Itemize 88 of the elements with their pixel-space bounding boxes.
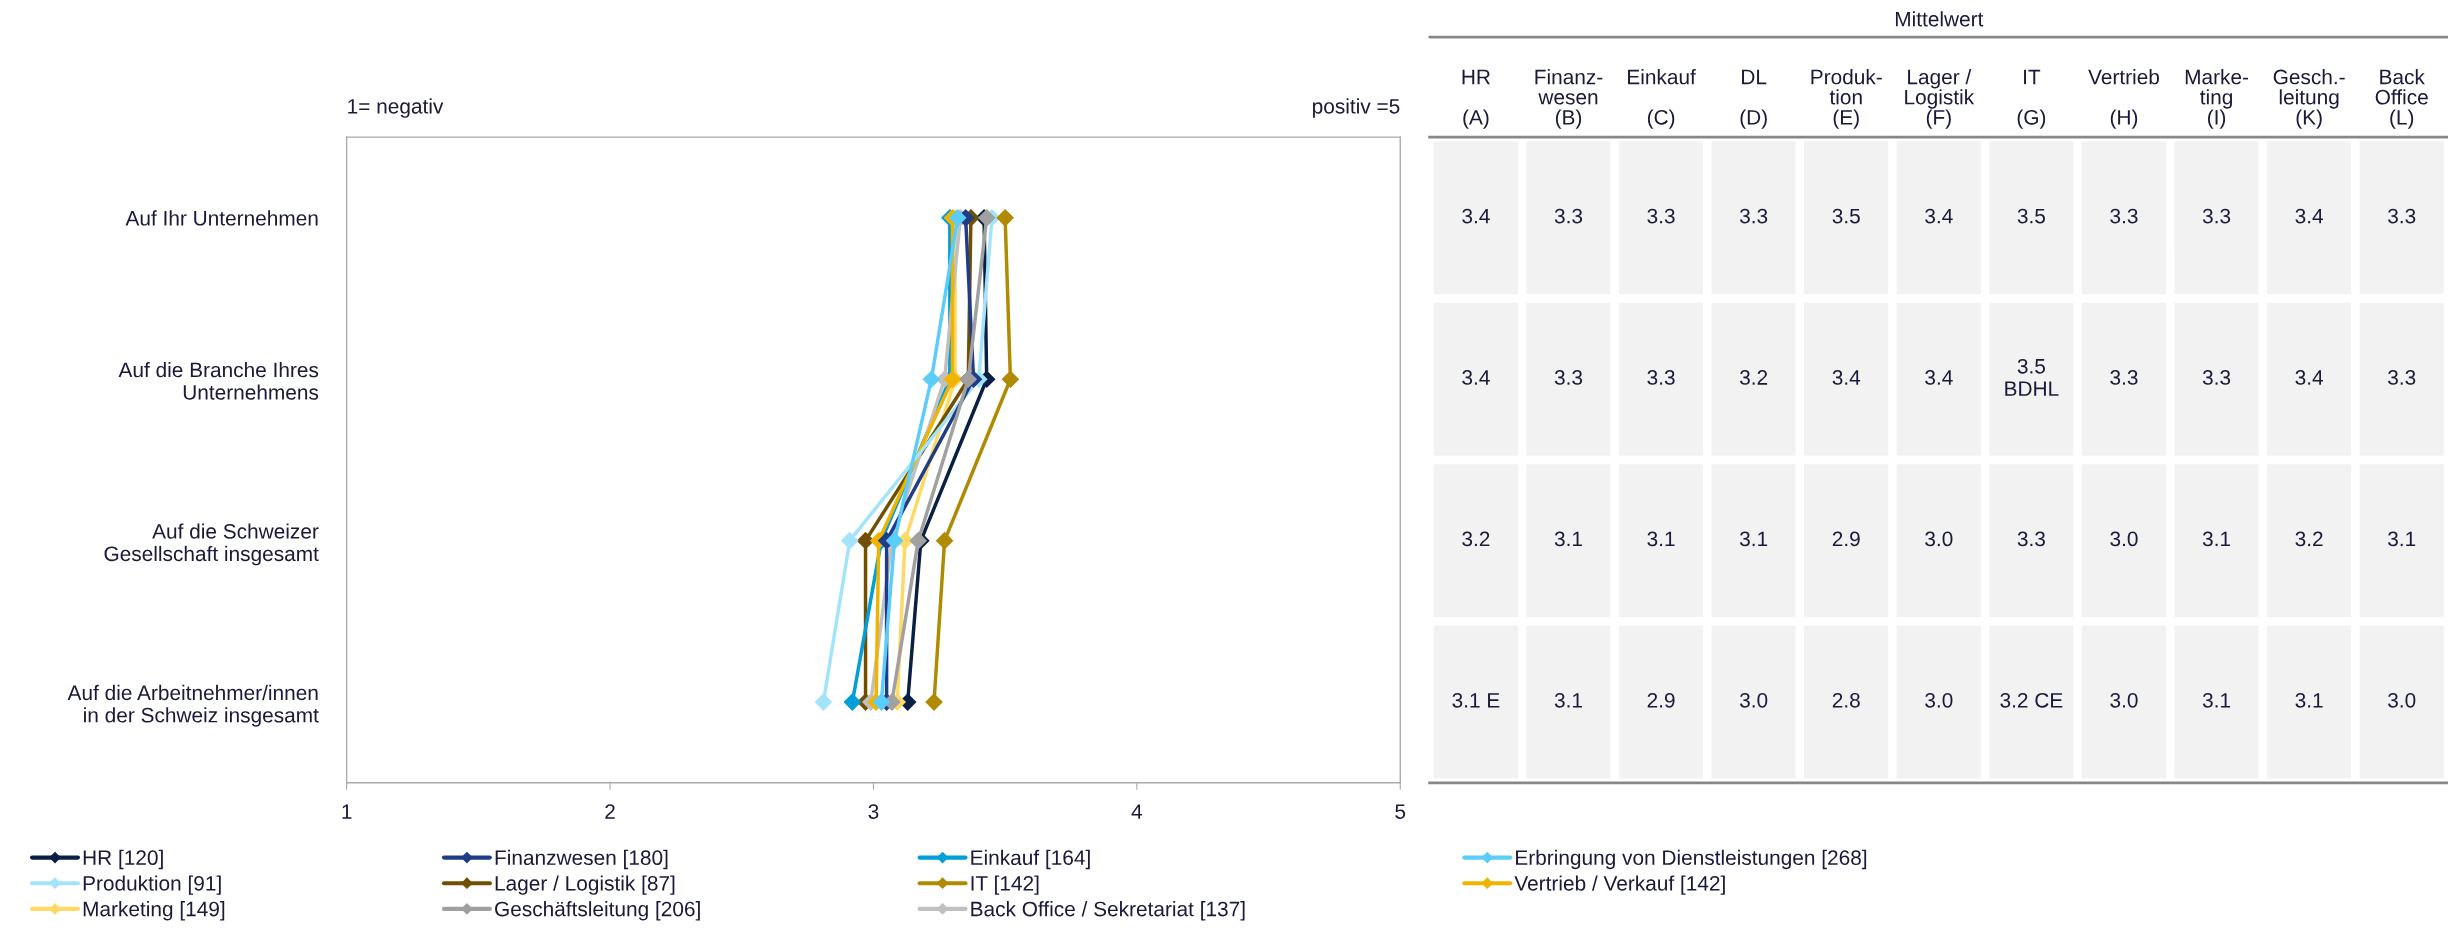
legend-label: Lager / Logistik [87] <box>495 875 675 895</box>
y-tick-label: Auf die Arbeitnehmer/innen in der Schweiz insgesamt <box>67 684 319 727</box>
data-label: 2.9 <box>1647 692 1675 708</box>
point <box>814 693 832 711</box>
x-tick-label: 2 <box>605 804 615 819</box>
data-label: 3.4 <box>2295 208 2323 224</box>
data-label: 3.1 <box>1647 531 1675 547</box>
x-tick-label: 1 <box>342 804 352 819</box>
data-label: 3.1 <box>2202 692 2231 708</box>
x-tick-label: Back Office (L) <box>2375 69 2428 129</box>
legend-label: Einkauf [164] <box>971 849 1090 870</box>
data-label: 3.1 <box>2202 531 2231 547</box>
data-label: 3.0 <box>2110 531 2138 547</box>
data-label: 3.2 <box>2295 531 2323 547</box>
data-label: 3.3 <box>1647 208 1675 224</box>
data-label: 3.3 <box>2202 370 2231 385</box>
point <box>922 370 940 388</box>
y-tick-label: Auf die Branche Ihres Unternehmens <box>118 362 319 400</box>
data-label: 3.4 <box>1832 370 1861 385</box>
category-label: Vertrieb (H) <box>2088 69 2159 129</box>
data-label: 3.5 <box>2017 208 2045 224</box>
legend-label: HR [120] <box>83 849 163 870</box>
chart-title: Mittelwert <box>1895 11 1984 27</box>
data-label: 3.1 <box>1554 692 1582 708</box>
data-label: 3.5 <box>1832 208 1860 224</box>
data-label: 3.0 <box>1925 692 1953 708</box>
legend-label: Finanzwesen [180] <box>495 849 668 870</box>
data-label: 3.4 <box>2295 370 2323 385</box>
data-label: 2.8 <box>1832 692 1860 708</box>
category-label: DL (D) <box>1740 69 1767 129</box>
data-label: 3.4 <box>1462 208 1490 224</box>
data-label: 3.2 <box>1739 370 1768 385</box>
x-tick-label: 5 <box>1395 804 1406 819</box>
data-label: 3.2 <box>1462 531 1490 547</box>
text: positiv =5 <box>1313 98 1400 118</box>
legend-label: IT [142] <box>971 875 1039 895</box>
data-label: 3.3 <box>2017 531 2045 547</box>
category-label: HR (A) <box>1462 69 1490 129</box>
x-tick-label: Produk- tion (E) <box>1811 69 1882 129</box>
point <box>872 693 890 711</box>
x-tick-label: 4 <box>1131 804 1143 819</box>
legend-label: Erbringung von Dienstleistungen [268] <box>1516 849 1867 870</box>
x-tick-label: Gesch.- leitung (K) <box>2273 69 2345 129</box>
y-tick-label: Auf die Schweizer Gesellschaft insgesamt <box>104 523 319 566</box>
data-label: 2.9 <box>1832 531 1860 547</box>
legend-label: Geschäftsleitung [206] <box>495 901 700 921</box>
data-label: 3.3 <box>1554 208 1583 224</box>
text: 1= negativ <box>348 98 444 118</box>
point <box>996 209 1014 227</box>
point <box>841 532 859 550</box>
point <box>843 693 861 711</box>
data-label: 3.4 <box>1462 370 1490 385</box>
point <box>936 532 954 550</box>
legend-label: Marketing [149] <box>83 901 225 921</box>
legend-label: Vertrieb / Verkauf [142] <box>1514 875 1725 895</box>
data-label: 3.3 <box>2110 370 2138 385</box>
data-label: 3.0 <box>2388 692 2416 708</box>
category-label: Einkauf (C) <box>1628 69 1696 129</box>
data-label: 3.3 <box>2388 370 2416 385</box>
data-label: 3.0 <box>1739 692 1768 708</box>
data-label: 3.3 <box>2110 208 2138 224</box>
data-label: 3.4 <box>1925 208 1953 224</box>
y-tick-label: Auf Ihr Unternehmen <box>125 210 318 226</box>
legend-label: Produktion [91] <box>83 875 221 895</box>
data-label: 3.3 <box>1739 208 1768 224</box>
data-label: 3.1 <box>1554 531 1582 547</box>
x-tick-label: 3 <box>868 804 879 819</box>
data-label: 3.3 <box>2388 208 2416 224</box>
x-tick-label: Marke- ting (I) <box>2185 69 2249 129</box>
data-label: 3.2 CE <box>2000 692 2063 708</box>
data-label: 3.1 <box>1739 531 1768 547</box>
data-label: 3.3 <box>1647 370 1675 385</box>
data-label: 3.5 BDHL <box>2005 358 2059 396</box>
point <box>925 693 943 711</box>
data-label: 3.0 <box>1925 531 1953 547</box>
point <box>856 532 875 550</box>
data-label: 3.0 <box>2110 692 2138 708</box>
data-label: 3.1 <box>2295 692 2323 708</box>
category-label: IT (G) <box>2017 69 2046 129</box>
data-label: 3.1 <box>2388 531 2416 547</box>
x-tick-label: Lager / Logistik (F) <box>1905 69 1975 129</box>
x-tick-label: Finanz- wesen (B) <box>1535 69 1603 129</box>
data-label: 3.4 <box>1925 370 1953 385</box>
data-label: 3.3 <box>1554 370 1583 385</box>
point <box>1001 370 1019 388</box>
data-label: 3.1 E <box>1452 692 1500 708</box>
legend-label: Back Office / Sekretariat [137] <box>971 901 1245 921</box>
data-label: 3.3 <box>2202 208 2231 224</box>
